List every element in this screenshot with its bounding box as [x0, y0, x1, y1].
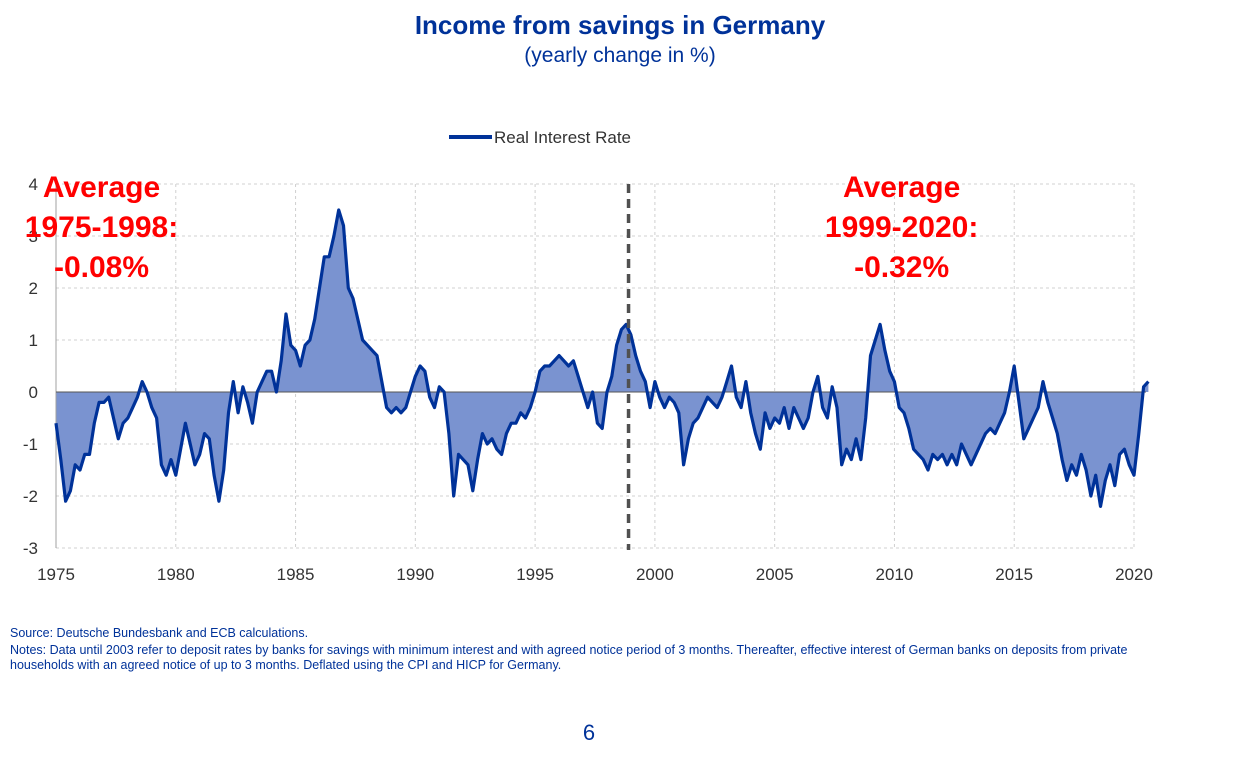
x-tick-label: 2005	[756, 565, 794, 584]
x-tick-label: 1995	[516, 565, 554, 584]
x-tick-label: 2000	[636, 565, 674, 584]
x-tick-label: 2015	[995, 565, 1033, 584]
x-tick-label: 1985	[277, 565, 315, 584]
y-tick-label: 4	[29, 175, 38, 194]
x-tick-label: 2010	[876, 565, 914, 584]
line-layer	[54, 184, 1150, 550]
average-annotation-line: 1999-2020:	[825, 211, 978, 244]
x-tick-label: 1990	[396, 565, 434, 584]
negative-area-fill	[56, 210, 1149, 507]
x-tick-label: 1975	[37, 565, 75, 584]
y-tick-label: 2	[29, 279, 38, 298]
chart-subtitle: (yearly change in %)	[524, 44, 716, 67]
y-tick-label: 0	[29, 383, 38, 402]
chart-canvas: -3 -2 -1 0 1 2 3 4 1975 1980 1985 1990 1995 2000 2005 2…	[23, 128, 1153, 584]
y-tick-label: 3	[29, 227, 38, 246]
average-annotation-line: Average	[43, 171, 160, 204]
average-annotation-line: Average	[843, 171, 960, 204]
source-note: Source: Deutsche Bundesbank and ECB calc…	[10, 626, 309, 640]
chart-title: Income from savings in Germany	[414, 10, 826, 40]
area-layer	[56, 210, 1149, 507]
footnotes: Notes: Data until 2003 refer to deposit …	[10, 643, 1128, 672]
axes: -3 -2 -1 0 1 2 3 4 1975 1980 1985 1990 1995 2000 2005 2…	[23, 175, 1153, 584]
average-annotation-line: -0.08%	[54, 251, 149, 284]
page-number: 6	[582, 720, 596, 745]
x-tick-label: 1980	[157, 565, 195, 584]
y-tick-label: -3	[23, 539, 38, 558]
average-annotation-line: 1975-1998:	[25, 211, 178, 244]
y-tick-label: -1	[23, 435, 38, 454]
legend-label: Real Interest Rate	[494, 128, 631, 147]
average-annotation-line: -0.32%	[854, 251, 949, 284]
annotation-layer: Average 1975-1998: -0.08% Average 1999-2020:…	[25, 171, 979, 284]
series-line-real-interest-rate	[54, 208, 1150, 508]
legend: Real Interest Rate	[449, 128, 631, 147]
y-tick-label: 1	[29, 331, 38, 350]
y-tick-label: -2	[23, 487, 38, 506]
x-tick-label: 2020	[1115, 565, 1153, 584]
